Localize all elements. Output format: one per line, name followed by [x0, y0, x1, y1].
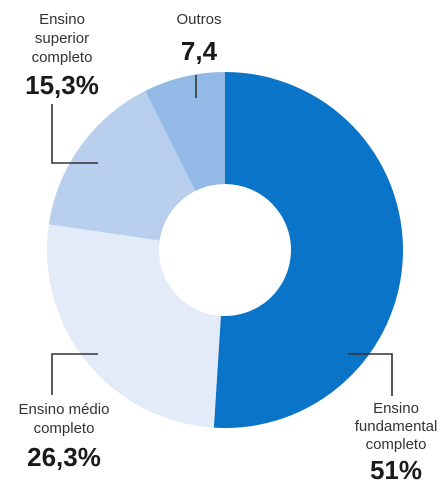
slice-outros — [145, 72, 225, 192]
label-superior-line-1: Ensino — [39, 11, 85, 28]
label-outros-line-1: Outros — [176, 11, 221, 28]
label-fundamental-line-2: fundamental — [355, 418, 438, 435]
label-medio: Ensino médio completo 26,3% — [19, 401, 110, 472]
leader-lines-group — [51, 75, 393, 396]
label-medio-line-1: Ensino médio — [19, 401, 110, 418]
slice-fundamental — [213, 72, 404, 428]
slice-superior — [48, 90, 196, 241]
label-fundamental: Ensino fundamental completo 51% — [355, 400, 438, 485]
leader-line-fundamental — [348, 353, 393, 396]
label-superior-line-2: superior — [35, 30, 89, 47]
label-outros: Outros 7,4 — [176, 11, 221, 66]
leader-line-superior — [51, 104, 98, 164]
slices-group — [46, 72, 404, 428]
label-fundamental-line-1: Ensino — [373, 400, 419, 417]
value-medio: 26,3% — [27, 442, 101, 472]
value-superior: 15,3% — [25, 70, 99, 100]
slice-medio — [46, 224, 221, 428]
value-outros: 7,4 — [181, 36, 218, 66]
value-fundamental: 51% — [370, 455, 422, 485]
leader-line-medio — [51, 353, 98, 395]
label-fundamental-line-3: completo — [366, 436, 427, 453]
label-medio-line-2: completo — [34, 420, 95, 437]
label-superior: Ensino superior completo 15,3% — [25, 11, 99, 100]
label-superior-line-3: completo — [32, 49, 93, 66]
